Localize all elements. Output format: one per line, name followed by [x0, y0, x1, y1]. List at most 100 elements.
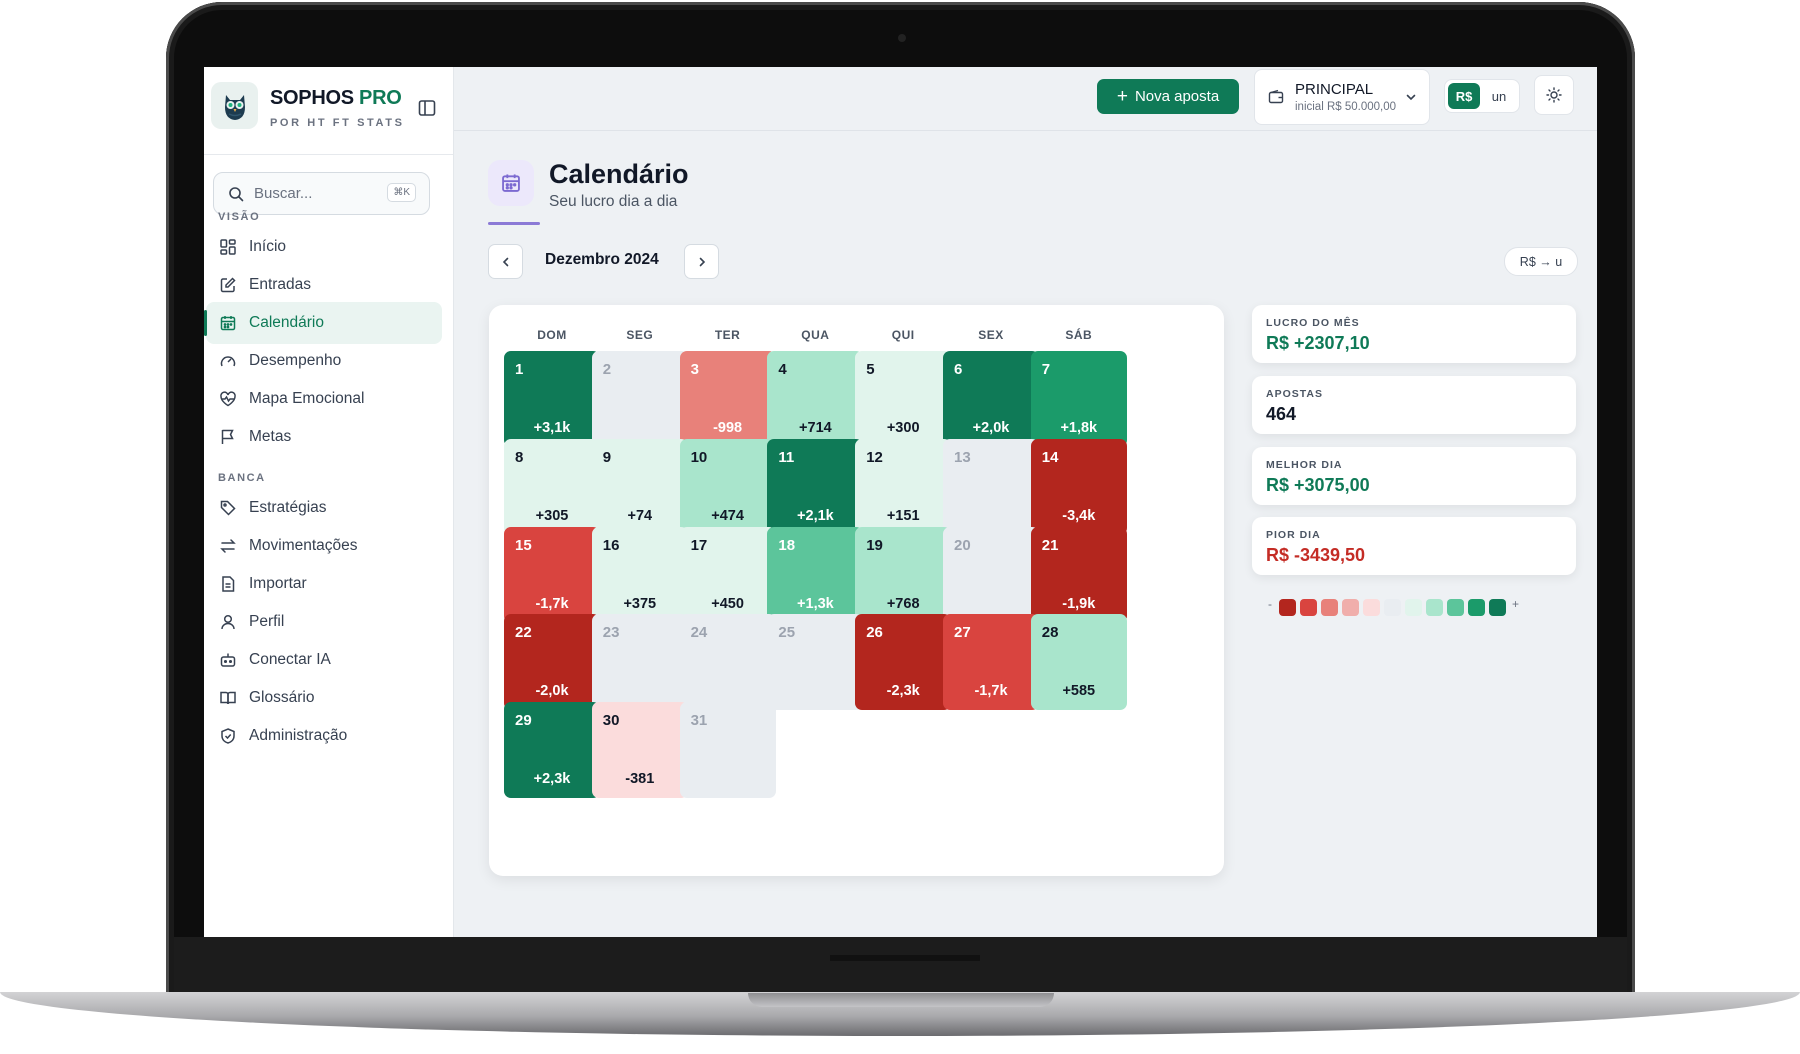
- calendar-day-cell[interactable]: 15 -1,7k: [504, 526, 600, 623]
- color-scale-legend: - +: [1268, 597, 1568, 617]
- unit-units-option[interactable]: un: [1491, 88, 1507, 104]
- day-number: 11: [778, 448, 795, 466]
- calendar-day-cell[interactable]: 1 +3,1k: [504, 351, 600, 447]
- day-profit: +768: [886, 595, 920, 612]
- sidebar-item-label: Entradas: [249, 276, 312, 293]
- chevron-down-icon: [1406, 94, 1416, 101]
- calendar-day-cell[interactable]: 22 -2,0k: [504, 614, 600, 711]
- calendar-day-cell[interactable]: 29 +2,3k: [504, 702, 600, 799]
- stat-label: MELHOR DIA: [1266, 459, 1343, 471]
- convert-units-button[interactable]: R$ → u: [1504, 247, 1578, 276]
- theme-toggle-button[interactable]: [1534, 75, 1574, 115]
- day-number: 23: [602, 624, 620, 642]
- sidebar-item-estrategias[interactable]: Estratégias: [206, 487, 442, 529]
- sidebar-item-calendario[interactable]: Calendário: [204, 302, 442, 344]
- calendar-day-cell[interactable]: 5 +300: [855, 351, 952, 447]
- calendar-day-cell[interactable]: 18 +1,3k: [767, 526, 864, 623]
- calendar-day-cell[interactable]: 4 +714: [767, 351, 864, 447]
- calendar-day-cell[interactable]: 31: [679, 702, 776, 799]
- sidebar-item-mapa-emocional[interactable]: Mapa Emocional: [206, 378, 442, 420]
- day-profit: -1,9k: [1062, 595, 1096, 612]
- brand-name-main: SOPHOS: [270, 87, 354, 109]
- stat-value: R$ +3075,00: [1266, 475, 1370, 495]
- day-number: 4: [778, 361, 787, 378]
- unit-currency-option[interactable]: R$: [1448, 83, 1480, 109]
- sidebar-item-inicio[interactable]: Início: [206, 226, 442, 268]
- day-number: 24: [690, 624, 708, 642]
- weekday-header: SEX: [978, 328, 1004, 342]
- calendar-day-cell[interactable]: 25: [767, 614, 864, 711]
- calendar-day-cell[interactable]: 17 +450: [679, 526, 776, 623]
- calendar-day-cell[interactable]: 6 +2,0k: [943, 351, 1039, 447]
- calendar-day-cell[interactable]: 26 -2,3k: [855, 614, 952, 711]
- sidebar-item-entradas[interactable]: Entradas: [206, 264, 442, 306]
- day-number: 6: [954, 361, 963, 378]
- calendar-day-cell[interactable]: 24: [679, 614, 776, 711]
- new-bet-button[interactable]: + Nova aposta: [1097, 79, 1239, 114]
- day-number: 3: [690, 361, 699, 378]
- calendar-day-cell[interactable]: 8 +305: [504, 438, 600, 535]
- day-number: 12: [866, 448, 883, 466]
- legend-swatch: [1279, 599, 1296, 616]
- sidebar-item-administracao[interactable]: Administração: [206, 715, 442, 757]
- calendar-day-cell[interactable]: 20: [943, 526, 1039, 623]
- day-number: 15: [515, 536, 532, 554]
- next-month-button[interactable]: [684, 244, 719, 279]
- plus-icon: +: [1116, 86, 1128, 107]
- sidebar-item-movimentacoes[interactable]: Movimentações: [206, 525, 442, 567]
- day-number: 22: [515, 624, 532, 642]
- weekday-header: QUI: [891, 328, 915, 342]
- calendar-day-cell[interactable]: 3 -998: [679, 351, 776, 447]
- calendar-day-cell[interactable]: 10 +474: [679, 438, 776, 535]
- calendar-day-cell[interactable]: 7 +1,8k: [1030, 351, 1127, 447]
- sidebar-item-importar[interactable]: Importar: [206, 563, 442, 605]
- day-number: 5: [866, 361, 875, 378]
- day-profit: -998: [713, 420, 743, 436]
- calendar-day-cell[interactable]: 21 -1,9k: [1030, 526, 1127, 623]
- calendar-day-cell[interactable]: 13: [943, 438, 1039, 535]
- search-shortcut: ⌘K: [387, 183, 416, 202]
- sidebar-item-label: Desempenho: [249, 352, 342, 369]
- sidebar-item-desempenho[interactable]: Desempenho: [206, 340, 442, 382]
- weekday-header: TER: [714, 328, 741, 342]
- sidebar-item-label: Calendário: [249, 314, 324, 331]
- calendar-day-cell[interactable]: 19 +768: [855, 526, 952, 623]
- sidebar-item-label: Perfil: [249, 613, 285, 630]
- calendar-day-cell[interactable]: 23: [591, 614, 688, 711]
- top-bar: + Nova aposta PRINCIPAL inicial R$ 50.00…: [454, 67, 1597, 131]
- sidebar-item-label: Início: [249, 238, 287, 255]
- calendar-day-cell[interactable]: 9 +74: [591, 438, 688, 535]
- brand-name: SOPHOS PRO: [270, 87, 402, 110]
- day-profit: +151: [886, 507, 920, 524]
- brand-header: SOPHOS PRO POR HT FT STATS: [204, 67, 453, 155]
- day-profit: +585: [1062, 683, 1096, 700]
- day-profit: -2,3k: [886, 683, 920, 700]
- day-number: 10: [690, 448, 708, 466]
- bank-initial-balance: inicial R$ 50.000,00: [1295, 101, 1397, 113]
- calendar-day-cell[interactable]: 11 +2,1k: [767, 438, 864, 535]
- sun-icon: [1546, 87, 1562, 103]
- sidebar-item-perfil[interactable]: Perfil: [206, 601, 442, 643]
- stat-value: R$ +2307,10: [1266, 333, 1370, 353]
- calendar-day-cell[interactable]: 27 -1,7k: [943, 614, 1039, 711]
- edit-icon: [219, 276, 237, 294]
- calendar-day-cell[interactable]: 2: [591, 351, 688, 447]
- search-placeholder: Buscar...: [254, 185, 313, 202]
- calendar-day-cell[interactable]: 12 +151: [855, 438, 952, 535]
- bank-selector[interactable]: PRINCIPAL inicial R$ 50.000,00: [1254, 69, 1430, 125]
- day-profit: -381: [625, 771, 655, 788]
- calendar-day-cell[interactable]: 30 -381: [591, 702, 688, 799]
- sidebar-item-conectar-ia[interactable]: Conectar IA: [206, 639, 442, 681]
- prev-month-button[interactable]: [488, 244, 523, 279]
- sidebar-toggle-icon[interactable]: [417, 98, 437, 118]
- bot-icon: [219, 651, 237, 669]
- gauge-icon: [219, 352, 237, 370]
- calendar-day-cell[interactable]: 16 +375: [591, 526, 688, 623]
- sidebar-item-glossario[interactable]: Glossário: [206, 677, 442, 719]
- sidebar-item-metas[interactable]: Metas: [206, 416, 442, 458]
- search-input[interactable]: Buscar... ⌘K: [213, 172, 430, 215]
- page-calendar-icon: [488, 160, 534, 206]
- legend-swatch: [1447, 599, 1464, 616]
- calendar-day-cell[interactable]: 14 -3,4k: [1030, 438, 1127, 535]
- calendar-day-cell[interactable]: 28 +585: [1030, 614, 1127, 711]
